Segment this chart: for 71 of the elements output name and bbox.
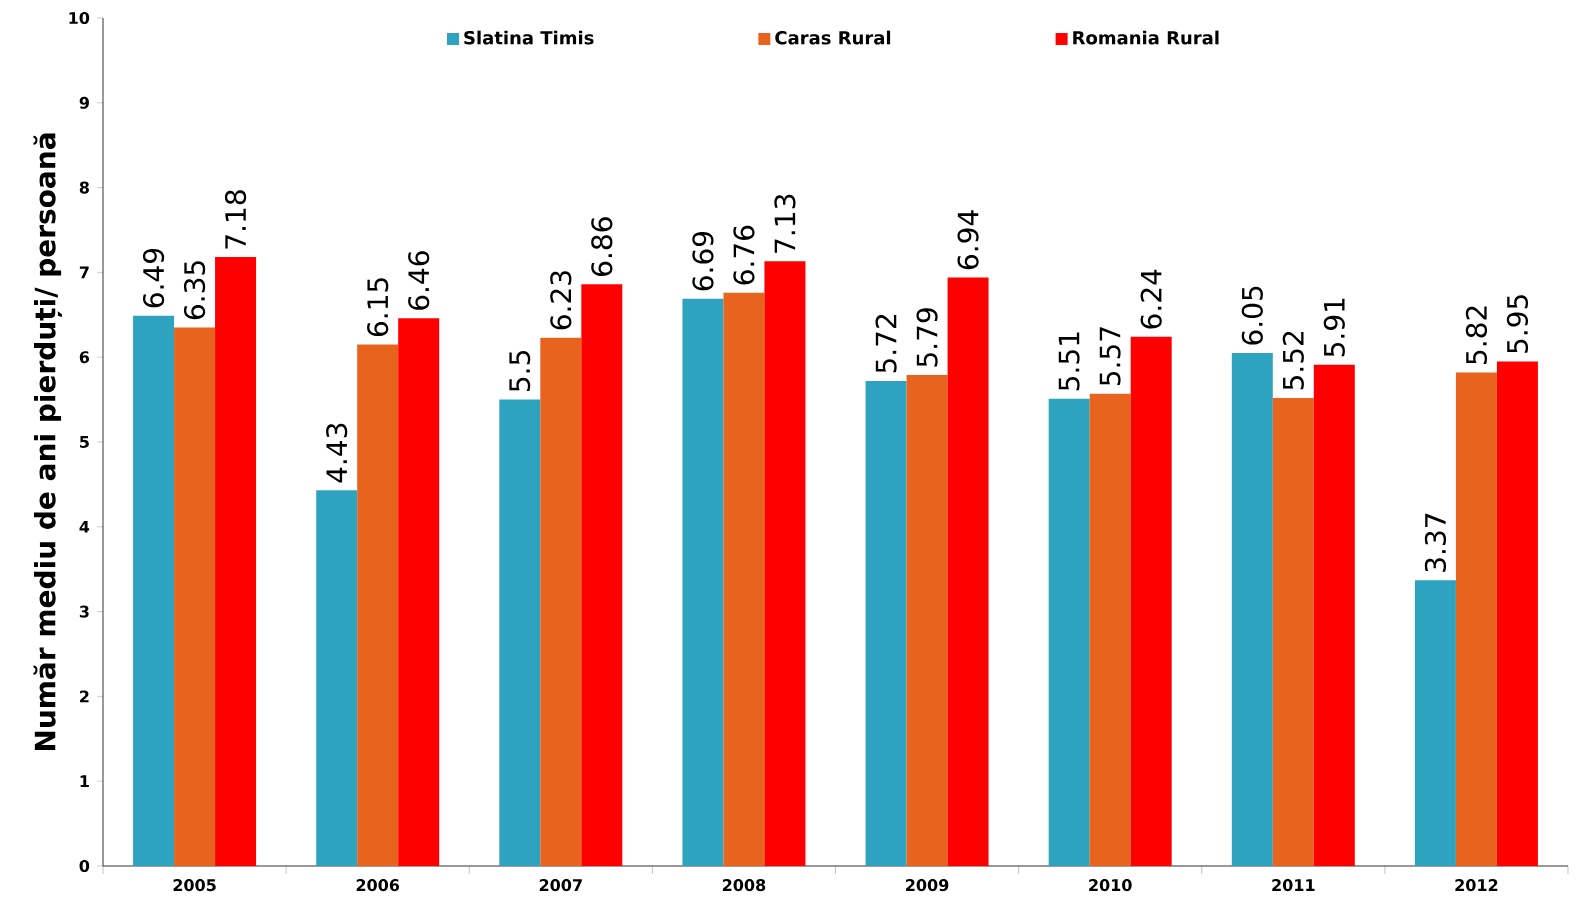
data-label: 3.37 [1424,513,1447,572]
y-tick-label: 9 [79,96,89,109]
data-label: 4.43 [326,423,348,483]
data-label: 6.94 [957,210,979,270]
data-label: 5.5 [509,351,531,392]
data-label: 5.52 [1282,331,1304,390]
x-tick-label: 2009 [906,879,949,892]
x-tick-label: 2007 [539,879,582,892]
x-tick-label: 2012 [1455,879,1498,892]
x-tick-label: 2008 [722,879,766,892]
data-label: 6.35 [183,261,206,320]
data-label: 6.05 [1241,286,1263,345]
bar [906,375,948,866]
bar [1455,372,1497,866]
y-tick-label: 5 [80,436,89,448]
x-tick-label: 2011 [1272,879,1315,892]
bar [1048,398,1090,866]
legend-label: Caras Rural [775,30,891,45]
data-label: 5.72 [875,314,897,373]
bar [947,277,989,866]
bar [723,292,765,866]
bar [1414,580,1456,866]
legend-label: Slatina Timis [464,30,594,45]
data-label: 6.49 [142,248,165,308]
data-label: 6.76 [733,225,755,285]
y-tick-label: 10 [69,11,90,25]
y-tick-label: 6 [79,351,90,364]
data-label: 6.69 [692,231,714,291]
bar [1313,364,1355,866]
bar [1496,361,1538,866]
legend-label: Romania Rural [1073,30,1219,45]
bar [357,344,399,866]
data-label: 7.18 [224,190,247,249]
bar [316,490,358,866]
x-tick-label: 2005 [173,879,216,892]
y-tick-label: 7 [79,266,89,279]
y-tick-label: 8 [79,181,89,194]
bar [865,380,907,866]
bar [581,284,623,866]
data-label: 6.24 [1140,269,1162,329]
data-label: 6.86 [591,217,613,276]
bar [174,327,216,866]
bar [682,298,724,866]
bar [398,318,440,866]
y-tick-label: 2 [80,690,89,703]
data-label: 5.82 [1465,306,1488,364]
data-label: 7.13 [774,194,796,253]
bar [1089,393,1131,866]
bar [1231,352,1273,866]
y-tick-label: 1 [80,775,89,788]
bar [133,315,175,866]
data-label: 6.23 [550,271,572,330]
data-label: 5.91 [1323,298,1345,357]
x-tick-label: 2010 [1089,879,1132,892]
bar [540,337,582,866]
data-label: 6.15 [367,278,389,337]
bar [499,399,541,866]
bar [764,261,806,866]
y-axis-title: Număr mediu de ani pierduți/ persoană [33,133,62,751]
bar [1272,397,1314,866]
x-tick-label: 2006 [356,879,400,892]
bar [215,257,257,866]
data-label: 5.79 [916,308,938,367]
y-tick-label: 3 [79,605,89,618]
data-label: 5.57 [1099,327,1121,386]
y-tick-label: 4 [79,520,90,533]
data-label: 5.51 [1058,332,1080,391]
bar [1130,336,1172,866]
data-label: 5.95 [1506,295,1529,353]
data-label: 6.46 [408,251,430,310]
y-tick-label: 0 [79,859,90,873]
